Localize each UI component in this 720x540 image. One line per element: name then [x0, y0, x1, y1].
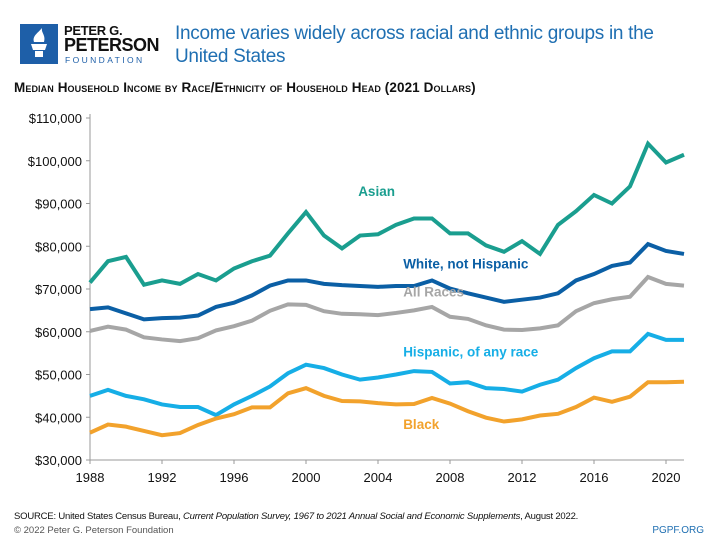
y-tick-label: $80,000 [35, 239, 82, 254]
logo-line-2: PETERSON [64, 35, 160, 55]
x-tick-label: 2012 [508, 470, 537, 485]
y-tick-label: $30,000 [35, 453, 82, 468]
x-tick-label: 2020 [652, 470, 681, 485]
y-tick-label: $50,000 [35, 368, 82, 383]
chart-title: Income varies widely across racial and e… [175, 23, 654, 67]
series-label: Hispanic, of any race [403, 345, 539, 360]
source-title: Current Population Survey, 1967 to 2021 … [182, 511, 521, 522]
x-tick-label: 1992 [148, 470, 177, 485]
y-tick-label: $60,000 [35, 325, 82, 340]
x-tick-label: 2008 [436, 470, 465, 485]
series-line-all-races [89, 274, 685, 344]
website-link[interactable]: PGPF.ORG [652, 525, 704, 536]
series-line-asian [88, 140, 685, 287]
torch-icon [20, 24, 58, 64]
series-label: White, not Hispanic [403, 256, 529, 271]
chart-subtitle: Median Household Income by Race/Ethnicit… [14, 80, 476, 95]
y-tick-label: $70,000 [35, 282, 82, 297]
logo-line-1: PETER G. [64, 23, 123, 38]
x-tick-label: 1988 [76, 470, 105, 485]
x-tick-label: 2016 [580, 470, 609, 485]
series-line-white-not-hispanic [89, 241, 685, 322]
pgpf-logo: PETER G. PETERSON FOUNDATION [20, 23, 160, 66]
logo-line-3: FOUNDATION [65, 55, 145, 65]
x-tick-label: 2004 [364, 470, 393, 485]
y-tick-label: $100,000 [28, 154, 82, 169]
series-label: All Races [403, 285, 464, 300]
y-tick-label: $40,000 [35, 410, 82, 425]
x-tick-label: 2000 [292, 470, 321, 485]
series-line-black [89, 379, 685, 438]
source-prefix: SOURCE: United States Census Bureau, [14, 511, 183, 522]
source-suffix: , August 2022. [520, 511, 579, 522]
series-line-hispanic-of-any-race [89, 331, 684, 418]
y-tick-label: $90,000 [35, 197, 82, 212]
series-label: Asian [358, 184, 395, 199]
copyright: © 2022 Peter G. Peterson Foundation [14, 525, 174, 536]
series-label: Black [403, 417, 440, 432]
x-tick-label: 1996 [220, 470, 249, 485]
y-tick-label: $110,000 [29, 111, 82, 126]
source-note: SOURCE: United States Census Bureau, Cur… [14, 511, 578, 522]
